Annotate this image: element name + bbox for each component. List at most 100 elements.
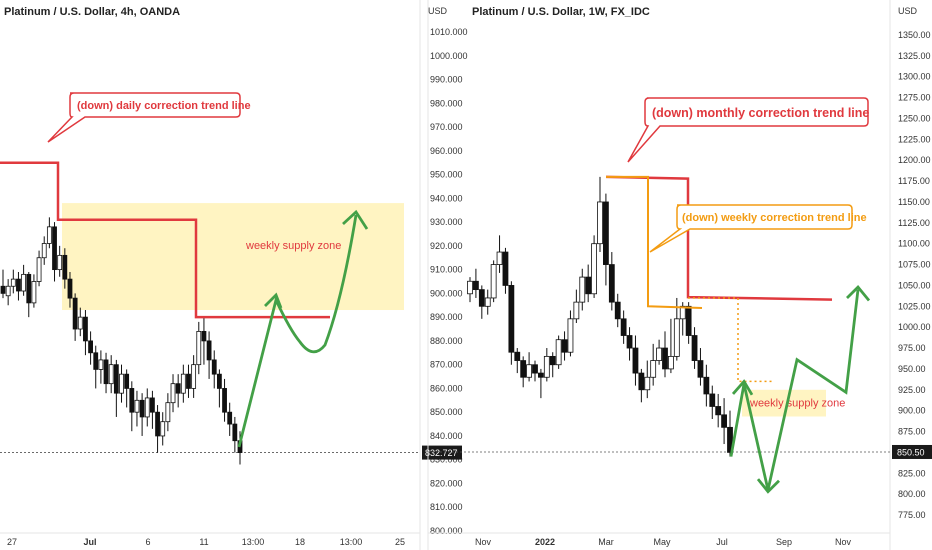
right-candle-up bbox=[484, 297, 491, 307]
left-candle-up bbox=[196, 330, 202, 366]
left-y-tick-label: 990.000 bbox=[430, 75, 463, 85]
right-candle-down bbox=[538, 372, 544, 378]
right-x-tick-label: Nov bbox=[835, 537, 852, 547]
left-candle-down bbox=[139, 399, 145, 418]
left-y-tick-label: 900.000 bbox=[430, 288, 463, 298]
right-weekly-trend-line bbox=[606, 175, 703, 309]
right-candle-down bbox=[520, 360, 527, 378]
left-y-tick-label: 810.000 bbox=[430, 502, 463, 512]
left-candle-up bbox=[134, 399, 140, 413]
right-x-tick-label: 2022 bbox=[535, 537, 555, 547]
left-candle-down bbox=[72, 297, 78, 330]
left-callout-text: (down) daily correction trend line bbox=[77, 100, 251, 112]
left-x-tick-label: 13:00 bbox=[340, 537, 363, 547]
right-y-tick-label: 775.00 bbox=[898, 510, 926, 520]
right-monthly-trend-line bbox=[605, 175, 833, 301]
right-x-tick-label: Nov bbox=[475, 537, 492, 547]
left-candle-down bbox=[113, 364, 119, 394]
right-candle-up bbox=[591, 243, 597, 295]
right-y-tick-label: 1225.00 bbox=[898, 134, 931, 144]
right-weekly-callout-text: (down) weekly correction trend line bbox=[682, 212, 867, 224]
right-candle-down bbox=[703, 376, 710, 395]
right-candle-down bbox=[626, 335, 633, 349]
right-x-axis: Nov 2022 Mar May Jul Sep Nov bbox=[475, 537, 852, 547]
right-candle-up bbox=[679, 305, 686, 320]
left-candle-down bbox=[211, 359, 217, 375]
left-candle-up bbox=[5, 285, 11, 297]
right-y-tick-label: 950.00 bbox=[898, 364, 926, 374]
left-arrow-head-2 bbox=[342, 209, 369, 230]
right-y-tick-label: 1325.00 bbox=[898, 51, 931, 61]
left-x-tick-label: 27 bbox=[7, 537, 17, 547]
right-arrow-head-1 bbox=[731, 379, 754, 396]
right-y-tick-label: 925.00 bbox=[898, 385, 926, 395]
left-y-tick-label: 880.000 bbox=[430, 336, 463, 346]
right-candle-down bbox=[638, 372, 645, 391]
right-candle-down bbox=[632, 347, 639, 374]
left-y-tick-label: 800.000 bbox=[430, 526, 463, 536]
left-y-tick-label: 820.000 bbox=[430, 478, 463, 488]
left-candle-down bbox=[103, 359, 109, 385]
right-y-tick-label: 1000.00 bbox=[898, 322, 931, 332]
right-y-tick-label: 1200.00 bbox=[898, 155, 931, 165]
right-dotted-level bbox=[688, 297, 773, 383]
right-candles bbox=[467, 176, 733, 457]
left-candle-up bbox=[108, 364, 114, 385]
right-candle-down bbox=[727, 426, 733, 453]
right-candle-down bbox=[697, 360, 704, 378]
left-trend-line bbox=[0, 161, 330, 319]
left-candle-down bbox=[0, 285, 6, 294]
right-candle-up bbox=[555, 339, 562, 366]
right-y-tick-label: 1100.00 bbox=[898, 239, 930, 249]
right-arrow-head-2 bbox=[756, 478, 780, 494]
left-candle-down bbox=[206, 340, 212, 361]
left-candle-down bbox=[155, 411, 160, 437]
left-candle-down bbox=[186, 373, 191, 389]
right-x-tick-label: Jul bbox=[716, 537, 728, 547]
left-candle-down bbox=[124, 373, 130, 389]
left-y-tick-label: 1000.000 bbox=[430, 51, 468, 61]
right-y-tick-label: 1275.00 bbox=[898, 93, 931, 103]
left-y-tick-label: 980.000 bbox=[430, 98, 463, 108]
left-y-tick-label: 850.000 bbox=[430, 407, 463, 417]
left-x-axis: 27 Jul 6 11 13:00 18 13:00 25 bbox=[7, 537, 405, 547]
left-candle-down bbox=[129, 388, 135, 413]
right-monthly-callout-box bbox=[627, 97, 869, 163]
right-last-price-bg bbox=[892, 444, 932, 459]
left-y-tick-label: 830.000 bbox=[430, 455, 463, 465]
left-candle-down bbox=[52, 226, 57, 271]
left-chart: Platinum / U.S. Dollar, 4h, OANDA USD 10… bbox=[0, 0, 468, 550]
right-candle-up bbox=[579, 276, 586, 303]
left-candle-down bbox=[16, 278, 21, 292]
left-candle-down bbox=[67, 278, 73, 299]
left-y-tick-label: 920.000 bbox=[430, 241, 463, 251]
right-candle-up bbox=[526, 364, 532, 378]
left-candle-down bbox=[150, 397, 155, 413]
right-y-unit: USD bbox=[898, 6, 918, 16]
right-y-tick-label: 1300.00 bbox=[898, 72, 931, 82]
left-x-tick-label: 25 bbox=[395, 537, 405, 547]
right-candle-up bbox=[650, 360, 657, 378]
right-candle-up bbox=[467, 280, 473, 295]
left-candle-down bbox=[227, 411, 233, 425]
left-candle-up bbox=[10, 278, 16, 287]
right-projection-arrow bbox=[729, 289, 860, 491]
left-candle-up bbox=[36, 257, 42, 282]
right-candle-down bbox=[473, 280, 479, 291]
left-y-axis: 1010.000 1000.000 990.000 980.000 970.000 960… bbox=[0, 27, 468, 536]
right-candle-down bbox=[721, 414, 727, 428]
left-arrow-head-1 bbox=[264, 292, 283, 309]
right-candle-up bbox=[673, 318, 680, 357]
left-candles bbox=[0, 217, 243, 465]
left-candle-up bbox=[21, 273, 27, 292]
left-y-tick-label: 860.000 bbox=[430, 383, 463, 393]
right-candle-down bbox=[532, 364, 538, 374]
right-x-tick-label: Sep bbox=[776, 537, 792, 547]
left-candle-down bbox=[222, 388, 227, 413]
left-y-unit: USD bbox=[428, 6, 448, 16]
right-candle-down bbox=[549, 355, 556, 366]
left-candle-up bbox=[165, 402, 171, 423]
right-y-tick-label: 1250.00 bbox=[898, 113, 931, 123]
right-y-tick-label: 800.00 bbox=[898, 489, 926, 499]
